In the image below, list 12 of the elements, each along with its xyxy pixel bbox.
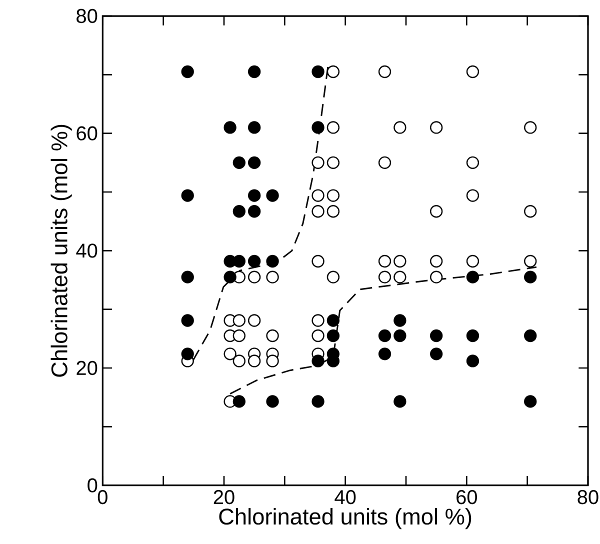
y-tick-label: 20 [76,360,98,376]
y-tick-label: 0 [88,478,98,492]
y-tick-label: 80 [76,8,98,24]
x-tick-label: 20 [214,490,234,504]
x-axis-title: Chlorinated units (mol %) [219,508,472,530]
x-tick-label: 80 [578,490,598,504]
x-tick-label: 0 [98,490,108,504]
y-axis-title: Chlorinated units (mol %) [50,124,72,377]
x-tick-label: 40 [334,490,356,504]
y-tick-label: 60 [76,126,98,140]
y-tick-label: 40 [76,244,98,258]
x-tick-label: 60 [456,490,477,504]
